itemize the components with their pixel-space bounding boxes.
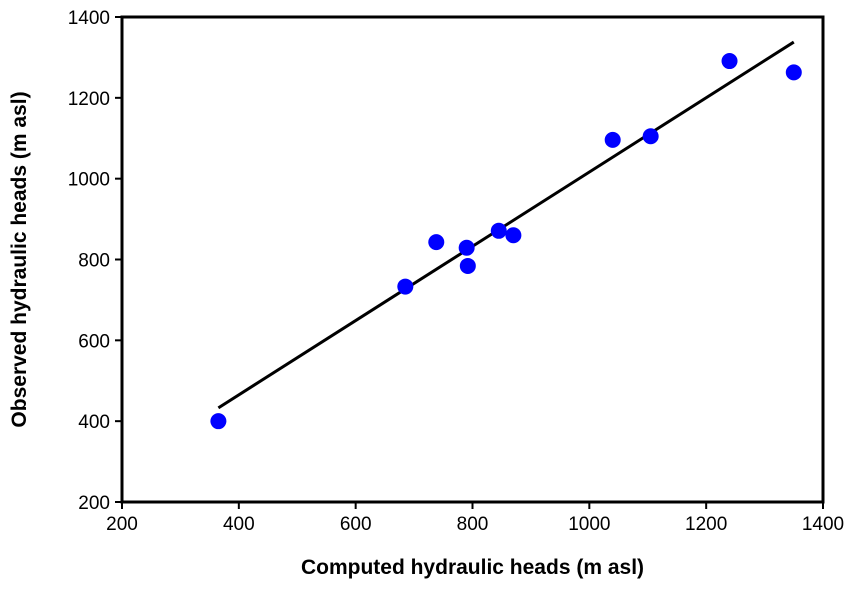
data-point: [490, 222, 507, 239]
y-tick-label: 800: [78, 251, 110, 272]
x-tick-label: 1200: [685, 514, 727, 535]
tick-layer: 200 400 600 800 1000 1200 1400 200 400 600 800 1000…: [68, 8, 844, 535]
y-tick-label: 1000: [68, 170, 110, 191]
x-tick-label: 400: [223, 514, 255, 535]
points-layer: [210, 53, 802, 430]
data-point: [604, 131, 621, 148]
data-point: [210, 413, 227, 430]
data-point: [505, 227, 522, 244]
x-tick-label: 200: [106, 514, 138, 535]
y-axis-title: Observed hydraulic heads (m asl): [8, 91, 31, 427]
data-point: [459, 257, 476, 274]
y-tick-label: 400: [78, 412, 110, 433]
data-point: [721, 53, 738, 70]
y-tick-label: 1200: [68, 89, 110, 110]
x-tick-label: 1000: [568, 514, 610, 535]
y-tick-label: 200: [78, 493, 110, 514]
x-tick-label: 800: [457, 514, 489, 535]
data-point: [785, 64, 802, 81]
x-axis-title: Computed hydraulic heads (m asl): [301, 556, 644, 579]
x-tick-label: 600: [340, 514, 372, 535]
data-point: [642, 128, 659, 145]
plot-area-frame: [120, 15, 825, 504]
data-point: [458, 239, 475, 256]
y-tick-label: 1400: [68, 8, 110, 29]
trendline: [217, 40, 795, 410]
x-tick-label: 1400: [802, 514, 844, 535]
y-tick-label: 600: [78, 331, 110, 352]
data-point: [397, 278, 414, 295]
data-point: [428, 234, 445, 251]
trendline-layer: [217, 40, 795, 410]
